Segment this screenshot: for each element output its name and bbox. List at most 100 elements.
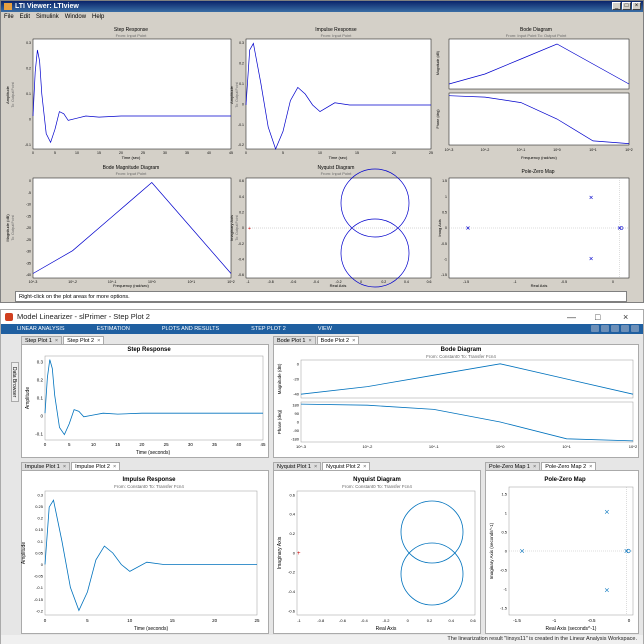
close-icon[interactable]: ×	[62, 464, 67, 470]
maximize-button[interactable]: □	[622, 2, 631, 10]
lti-pz-pole-marker	[466, 226, 470, 230]
lin-nyquist-xtick-label: -0.6	[339, 618, 347, 623]
lti-bodemag-xtick-label: 10^2	[227, 280, 235, 284]
close-icon[interactable]: ×	[112, 464, 117, 470]
lti-bode-mag-curve	[448, 43, 630, 85]
lin-pz-pole-marker	[520, 548, 525, 554]
close-button[interactable]: ×	[623, 312, 629, 322]
lin-nyquist-plot[interactable]: Nyquist Diagram From: Constant0 To: Tran…	[277, 477, 477, 632]
help-icon[interactable]	[621, 325, 629, 332]
tab-bode-plot-2[interactable]: Bode Plot 2 ×	[316, 336, 360, 345]
lin-impulse-ytick-label: 0.1	[37, 539, 43, 544]
menu-edit[interactable]: Edit	[19, 14, 31, 20]
ribbon-tab-linear-analysis[interactable]: LINEAR ANALYSIS	[17, 326, 65, 332]
menu-help[interactable]: Help	[92, 14, 105, 20]
lti-pz-ytick-label: 0	[445, 226, 447, 230]
tab-nyquist-plot-1[interactable]: Nyquist Plot 1 ×	[273, 462, 322, 471]
ribbon-tab-step-plot-2[interactable]: STEP PLOT 2	[251, 326, 286, 332]
lti-step-ytick-label: 0.3	[26, 41, 31, 45]
minimize-button[interactable]: —	[567, 312, 576, 322]
close-icon[interactable]: ×	[589, 464, 593, 470]
lti-bode-xlabel: Frequency (rad/sec)	[521, 155, 557, 160]
lti-bodemag-ytick-label: -5	[28, 191, 31, 195]
lti-bodemag-xtick-label: 10^1	[188, 280, 196, 284]
tab-label: Nyquist Plot 2	[326, 464, 361, 470]
lin-nyquist-xtick-label: -1	[297, 618, 301, 623]
menu-file[interactable]: File	[4, 14, 14, 20]
close-icon[interactable]: ×	[308, 338, 312, 344]
redo-icon[interactable]	[611, 325, 619, 332]
lin-impulse-ytick-label: -0.1	[36, 585, 44, 590]
data-browser-tab[interactable]: Data Browser	[11, 362, 19, 402]
lti-step-xtick-label: 35	[185, 151, 189, 155]
ribbon-tab-estimation[interactable]: ESTIMATION	[96, 326, 130, 332]
lti-impulse-plot[interactable]: Impulse Response From: Input Point Ampli…	[229, 27, 433, 160]
lti-nyquist-xtick-label: 0	[360, 280, 362, 284]
tab-impulse-plot-2[interactable]: Impulse Plot 2 ×	[71, 462, 121, 471]
lti-impulse-ytick-label: 0.3	[239, 41, 244, 45]
lin-step-xtick-label: 15	[115, 442, 121, 447]
tab-pz-map-1[interactable]: Pole-Zero Map 1 ×	[485, 462, 541, 471]
tab-step-plot-2[interactable]: Step Plot 2 ×	[63, 336, 105, 345]
maximize-button[interactable]: □	[595, 312, 601, 322]
lti-pz-ytick-label: -1	[444, 258, 447, 262]
lti-nyquist-xtick-label: -0.2	[335, 280, 341, 284]
tab-nyquist-plot-2[interactable]: Nyquist Plot 2 ×	[322, 462, 371, 471]
tab-impulse-plot-1[interactable]: Impulse Plot 1 ×	[21, 462, 71, 471]
close-icon[interactable]: ×	[54, 338, 59, 344]
menu-window[interactable]: Window	[64, 14, 87, 20]
linearizer-status-bar: The linearization result "linsys11" is c…	[1, 635, 643, 644]
lti-bodemag-plot[interactable]: Bode Magnitude Diagram From: Input Point…	[5, 165, 235, 288]
lti-pz-plot[interactable]: Pole-Zero Map Imag Axis Real Axis 1.5 1 0.…	[437, 169, 630, 288]
close-button[interactable]: ×	[632, 2, 641, 10]
lti-nyquist-lower-loop	[340, 218, 410, 288]
linearizer-plot-svg[interactable]: Step Response Amplitude Time (seconds) 0…	[1, 334, 643, 635]
ribbon-tab-view[interactable]: VIEW	[317, 326, 332, 332]
ribbon-tab-plots-and-results[interactable]: PLOTS AND RESULTS	[161, 326, 220, 332]
lin-step-plot[interactable]: Step Response Amplitude Time (seconds) 0…	[25, 347, 266, 456]
lti-nyquist-ytick-label: 0	[242, 226, 244, 230]
expand-icon[interactable]	[631, 325, 639, 332]
lin-impulse-plot[interactable]: Impulse Response From: Constant0 To: Tra…	[21, 477, 260, 632]
lin-impulse-ytick-label: -0.05	[34, 574, 44, 579]
lti-bode-plot[interactable]: Bode Diagram From: Input Point To: Outpu…	[436, 27, 633, 160]
save-icon[interactable]	[591, 325, 599, 332]
lin-pz-plot[interactable]: Pole-Zero Map Imaginary Axis (seconds^-1…	[489, 477, 634, 632]
undo-icon[interactable]	[601, 325, 609, 332]
tab-step-plot-1[interactable]: Step Plot 1 ×	[21, 336, 63, 345]
lti-plot-area[interactable]: Step Response From: Input Point Amplitud…	[1, 23, 643, 289]
close-icon[interactable]: ×	[363, 464, 367, 470]
lin-nyquist-lower-loop	[400, 542, 464, 606]
lin-step-xtick-label: 35	[212, 442, 218, 447]
lti-pz-ytick-label: -0.5	[441, 242, 447, 246]
lti-nyquist-plot[interactable]: Nyquist Diagram From: Input Point Imagin…	[229, 165, 431, 288]
tab-bode-plot-1[interactable]: Bode Plot 1 ×	[273, 336, 316, 345]
close-icon[interactable]: ×	[532, 464, 537, 470]
minimize-button[interactable]: _	[612, 2, 621, 10]
lti-impulse-subtitle: From: Input Point	[321, 33, 353, 38]
close-icon[interactable]: ×	[97, 338, 101, 344]
lti-impulse-ytick-label: -0.1	[238, 123, 244, 127]
lin-bode-plot[interactable]: Bode Diagram From: Constant0 To: Transfe…	[277, 347, 638, 449]
lti-bode-subtitle: From: Input Point To: Output Point	[506, 33, 567, 38]
lti-step-plot[interactable]: Step Response From: Input Point Amplitud…	[5, 27, 233, 160]
lin-pz-xtick-label: -1	[552, 618, 556, 623]
lti-nyquist-ylabel: Imaginary Axis	[229, 215, 234, 241]
close-icon[interactable]: ×	[313, 464, 318, 470]
menu-simulink[interactable]: Simulink	[36, 14, 59, 20]
lti-pz-pole-marker	[589, 195, 593, 200]
lin-impulse-ytick-label: 0.15	[35, 527, 44, 532]
lin-pz-xtick-label: -0.5	[588, 618, 596, 623]
lin-impulse-ytick-label: 0.3	[37, 492, 43, 497]
lin-step-ytick-label: 0.1	[37, 396, 44, 401]
lti-impulse-axes	[245, 38, 432, 150]
lin-nyquist-xlabel: Real Axis	[376, 626, 397, 632]
lin-bode-mag-ytick-label: -20	[293, 376, 300, 381]
lti-step-ytick-label: 0.2	[26, 67, 31, 71]
tab-pz-map-2[interactable]: Pole-Zero Map 2 ×	[541, 462, 597, 471]
lti-bode-mag-ylabel: Magnitude (dB)	[436, 51, 440, 75]
close-icon[interactable]: ×	[352, 338, 356, 344]
lin-impulse-ytick-label: -0.2	[36, 608, 44, 613]
lin-pz-ytick-label: 0	[505, 548, 508, 553]
lti-nyquist-xlabel: Real Axis	[330, 283, 347, 288]
